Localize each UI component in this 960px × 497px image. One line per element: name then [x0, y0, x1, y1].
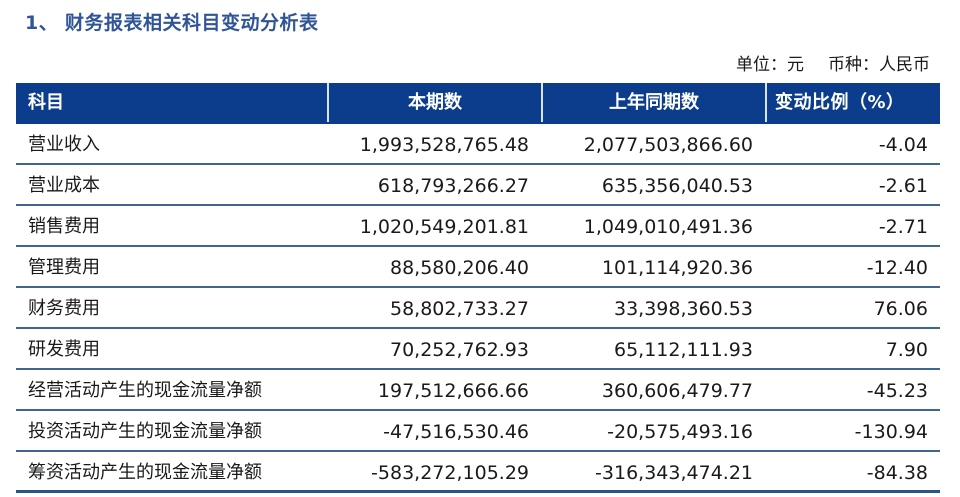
cell-item: 研发费用	[28, 339, 100, 360]
cell-prior: 360,606,479.77	[601, 380, 753, 402]
cell-current: 1,993,528,765.48	[359, 134, 529, 156]
cell-change: -45.23	[866, 380, 928, 402]
cell-item: 筹资活动产生的现金流量净额	[28, 462, 262, 483]
table-body: 营业收入 1,993,528,765.48 2,077,503,866.60 -…	[16, 124, 940, 493]
cell-current: 58,802,733.27	[389, 298, 529, 320]
cell-item: 财务费用	[28, 298, 100, 319]
cell-current: 197,512,666.66	[377, 380, 529, 402]
cell-current: -583,272,105.29	[371, 462, 529, 484]
column-header-item: 科目	[28, 92, 64, 113]
cell-current: 88,580,206.40	[389, 257, 529, 279]
cell-change: -84.38	[866, 462, 928, 484]
cell-change: -12.40	[866, 257, 928, 279]
cell-item: 营业成本	[28, 175, 100, 196]
table-row: 管理费用 88,580,206.40 101,114,920.36 -12.40	[16, 247, 940, 288]
cell-item: 管理费用	[28, 257, 100, 278]
section-title-text: 财务报表相关科目变动分析表	[65, 12, 319, 34]
financial-change-table: 科目 本期数 上年同期数 变动比例（%） 营业收入 1,993,528,765.…	[16, 83, 940, 493]
unit-label: 单位：元	[736, 55, 804, 75]
column-header-current: 本期数	[327, 83, 541, 122]
table-header: 科目 本期数 上年同期数 变动比例（%）	[16, 83, 940, 124]
cell-prior: 101,114,920.36	[601, 257, 753, 279]
section-number: 1、	[25, 12, 59, 34]
cell-change: -4.04	[878, 134, 928, 156]
table-row: 财务费用 58,802,733.27 33,398,360.53 76.06	[16, 288, 940, 329]
table-row: 投资活动产生的现金流量净额 -47,516,530.46 -20,575,493…	[16, 411, 940, 452]
cell-change: 7.90	[885, 339, 928, 361]
cell-change: -2.61	[878, 175, 928, 197]
unit-currency-note: 单位：元 币种：人民币	[736, 52, 930, 78]
cell-item: 投资活动产生的现金流量净额	[28, 421, 262, 442]
column-header-change: 变动比例（%）	[765, 83, 940, 122]
cell-current: 1,020,549,201.81	[359, 216, 529, 238]
section-title: 1、 财务报表相关科目变动分析表	[25, 8, 319, 38]
cell-change: -130.94	[854, 421, 928, 443]
cell-item: 营业收入	[28, 134, 100, 155]
cell-current: -47,516,530.46	[383, 421, 529, 443]
table-row: 营业收入 1,993,528,765.48 2,077,503,866.60 -…	[16, 124, 940, 165]
cell-item: 销售费用	[28, 216, 100, 237]
cell-prior: -20,575,493.16	[607, 421, 753, 443]
cell-prior: 635,356,040.53	[601, 175, 753, 197]
cell-item: 经营活动产生的现金流量净额	[28, 380, 262, 401]
table-row: 筹资活动产生的现金流量净额 -583,272,105.29 -316,343,4…	[16, 452, 940, 493]
table-row: 经营活动产生的现金流量净额 197,512,666.66 360,606,479…	[16, 370, 940, 411]
cell-current: 70,252,762.93	[389, 339, 529, 361]
column-header-prior: 上年同期数	[541, 83, 765, 122]
currency-label: 币种：人民币	[828, 55, 930, 75]
table-row: 销售费用 1,020,549,201.81 1,049,010,491.36 -…	[16, 206, 940, 247]
table-row: 研发费用 70,252,762.93 65,112,111.93 7.90	[16, 329, 940, 370]
cell-prior: 2,077,503,866.60	[583, 134, 753, 156]
table-row: 营业成本 618,793,266.27 635,356,040.53 -2.61	[16, 165, 940, 206]
cell-prior: 65,112,111.93	[613, 339, 753, 361]
cell-change: -2.71	[878, 216, 928, 238]
cell-change: 76.06	[873, 298, 928, 320]
cell-current: 618,793,266.27	[377, 175, 529, 197]
cell-prior: -316,343,474.21	[595, 462, 753, 484]
cell-prior: 33,398,360.53	[613, 298, 753, 320]
cell-prior: 1,049,010,491.36	[583, 216, 753, 238]
